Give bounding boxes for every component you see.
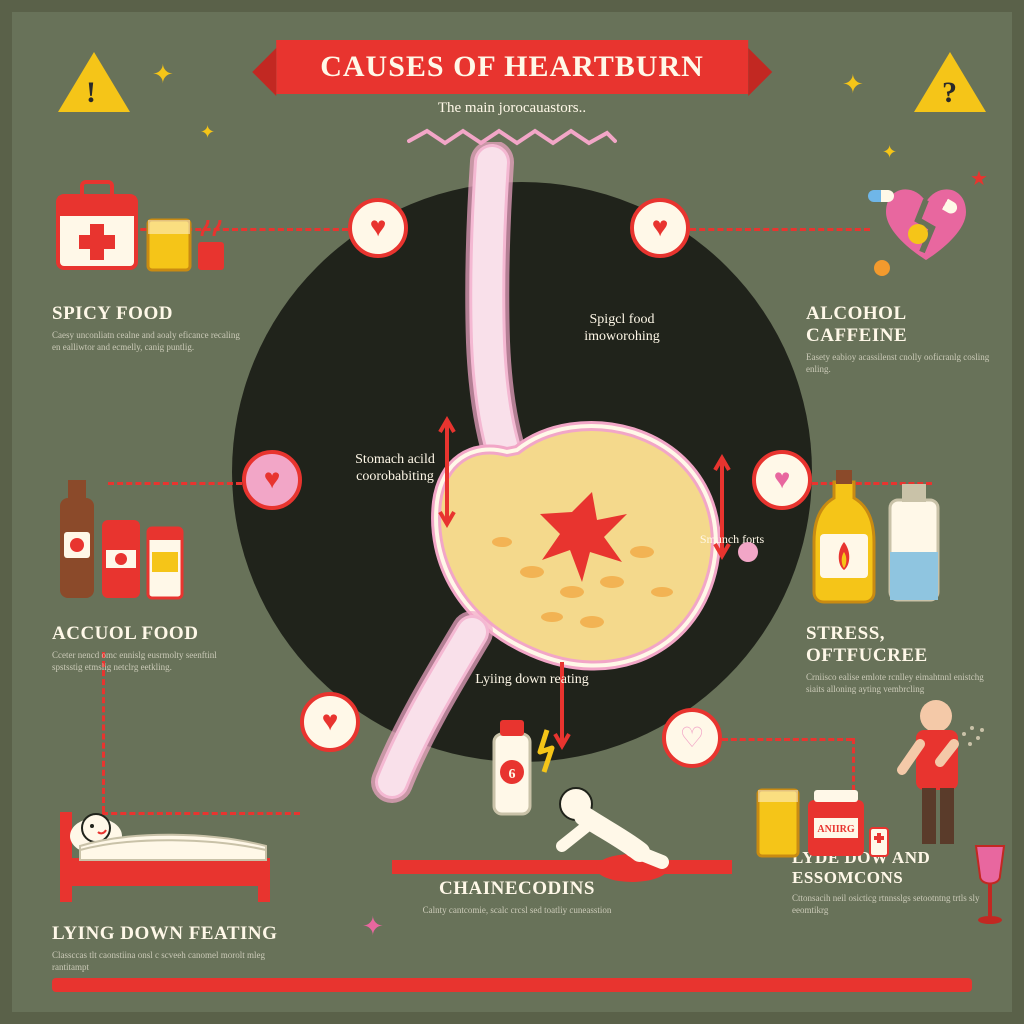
bottles-flame-icon — [806, 462, 996, 612]
block-stress: STRESS, OFTFUCREE Crniisco ealise emlote… — [806, 462, 996, 695]
block-title: ALCOHOL CAFFEINE — [806, 303, 996, 347]
inner-label-right: Smunch forts — [692, 532, 772, 546]
block-desc: Caesy unconliatn cealne and aoaly efican… — [52, 329, 242, 353]
warning-triangle-left: ! — [58, 52, 130, 112]
inner-label-mid: Stomach acild coorobabiting — [330, 452, 460, 486]
pill-icon — [738, 542, 758, 562]
callout-heartpink-icon: ♥ — [752, 450, 812, 510]
star-icon: ★ — [970, 166, 988, 191]
sparkle-icon: ✦ — [842, 70, 864, 100]
svg-text:6: 6 — [509, 767, 516, 782]
callout-heartbr-icon: ♡ — [662, 708, 722, 768]
callout-strawberry-icon: ♥ — [630, 198, 690, 258]
sparkle-icon: ✦ — [882, 142, 897, 163]
broken-heart-icon — [806, 172, 986, 292]
block-desc: Calnty cantcomie, scalc crcsl sed toatli… — [402, 904, 632, 916]
subtitle-text: The main jorocauastors.. — [438, 100, 586, 117]
block-title: ACCUOL FOOD — [52, 623, 242, 645]
sparkle-icon: ✦ — [152, 60, 174, 90]
inner-label-top: Spigcl food imoworohing — [552, 312, 692, 346]
block-title: SPICY FOOD — [52, 303, 242, 325]
pill-icon — [868, 190, 894, 202]
callout-heart-icon: ♥ — [348, 198, 408, 258]
zigzag-divider — [407, 127, 617, 149]
stretching-person-icon — [532, 772, 692, 882]
title-text: CAUSES OF HEARTBURN — [320, 50, 704, 83]
callout-heartbl-icon: ♥ — [300, 692, 360, 752]
bottles-icon — [52, 462, 232, 612]
block-lying-down: LYING DOWN FEATING Classccas tlt caonsti… — [52, 772, 282, 973]
sparkle-icon: ✦ — [200, 122, 215, 143]
warning-triangle-right: ? — [914, 52, 986, 112]
bottom-accent-bar — [52, 978, 972, 992]
medkit-glass-icon — [52, 172, 232, 292]
block-desc: Easety eabioy acassilenst cnolly ooficra… — [806, 351, 996, 375]
bed-icon — [52, 772, 282, 912]
title-banner: CAUSES OF HEARTBURN — [276, 40, 748, 94]
wine-glass-icon — [970, 842, 1010, 932]
glass-jar-icon: ANIIRG — [752, 772, 892, 872]
sparkle-icon: ✦ — [362, 912, 384, 942]
block-desc: Classccas tlt caonstiina onsl c scveeh c… — [52, 949, 282, 973]
tablet-icon — [874, 260, 890, 276]
block-spicy-food: SPICY FOOD Caesy unconliatn cealne and a… — [52, 172, 242, 353]
block-alcohol-caffeine: ALCOHOL CAFFEINE Easety eabioy acassilen… — [806, 172, 996, 375]
tablet-icon — [908, 224, 928, 244]
block-accuol-food: ACCUOL FOOD Cceter nencd omc ennislg eus… — [52, 462, 242, 673]
inner-label-bottom: Lyiing down reating — [452, 672, 612, 689]
block-desc: Cceter nencd omc ennislg eusrmolty seenf… — [52, 649, 242, 673]
svg-text:ANIIRG: ANIIRG — [817, 824, 854, 835]
block-title: STRESS, OFTFUCREE — [806, 623, 996, 667]
block-title: LYING DOWN FEATING — [52, 923, 282, 945]
callout-heartflame-icon: ♥ — [242, 450, 302, 510]
